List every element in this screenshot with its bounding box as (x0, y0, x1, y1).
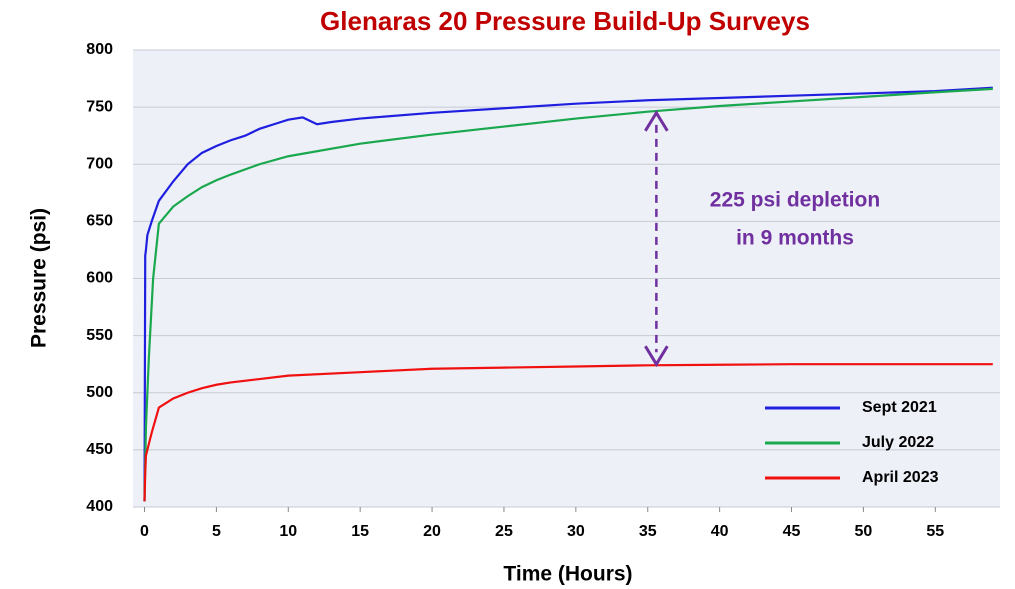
x-tick-label: 10 (279, 523, 297, 540)
y-tick-label: 550 (86, 327, 113, 344)
x-tick-label: 0 (140, 523, 149, 540)
x-tick-label: 45 (783, 523, 801, 540)
line (143, 87, 993, 502)
y-tick-label: 650 (86, 213, 113, 230)
x-tick-label: 55 (926, 523, 944, 540)
x-tick-label: 30 (567, 523, 585, 540)
y-axis-label: Pressure (psi) (28, 208, 51, 348)
arrow-head (644, 109, 669, 132)
x-tick-label: 5 (212, 523, 221, 540)
legend-label: Sept 2021 (862, 399, 937, 416)
line (143, 86, 993, 502)
x-tick-label: 20 (423, 523, 441, 540)
y-tick-label: 400 (86, 498, 113, 515)
x-tick-label: 15 (351, 523, 369, 540)
y-tick-label: 800 (86, 41, 113, 58)
legend-label: July 2022 (862, 434, 934, 451)
arrow-head (644, 345, 669, 368)
legend-label: April 2023 (862, 469, 939, 486)
y-tick-label: 500 (86, 384, 113, 401)
x-tick-label: 40 (711, 523, 729, 540)
y-tick-label: 600 (86, 270, 113, 287)
line (143, 363, 993, 502)
x-tick-label: 35 (639, 523, 657, 540)
y-tick-label: 450 (86, 441, 113, 458)
chart-title: Glenaras 20 Pressure Build-Up Surveys (320, 6, 810, 36)
annotation-text: 225 psi depletion (710, 189, 880, 212)
annotation-text: in 9 months (736, 227, 854, 250)
y-tick-label: 750 (86, 98, 113, 115)
y-tick-label: 700 (86, 155, 113, 172)
x-tick-label: 25 (495, 523, 513, 540)
x-tick-label: 50 (855, 523, 873, 540)
x-axis-label: Time (Hours) (503, 563, 632, 586)
